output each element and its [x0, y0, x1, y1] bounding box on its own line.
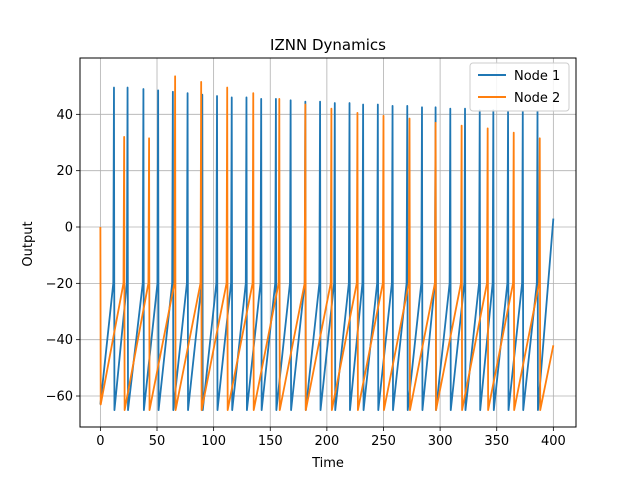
legend-label-node-1: Node 1 — [514, 69, 560, 84]
x-tick-label: 150 — [258, 434, 283, 449]
legend-label-node-2: Node 2 — [514, 91, 560, 106]
y-axis-ticks: −60 −40 −20 0 20 40 — [46, 108, 80, 405]
chart-title: IZNN Dynamics — [270, 36, 386, 54]
x-tick-label: 100 — [201, 434, 226, 449]
x-tick-label: 400 — [541, 434, 566, 449]
y-tick-label: 20 — [56, 164, 73, 179]
x-tick-label: 0 — [96, 434, 104, 449]
y-tick-label: −40 — [46, 333, 73, 348]
x-tick-label: 300 — [428, 434, 453, 449]
plot-frame — [79, 57, 577, 428]
y-tick-label: −60 — [46, 390, 73, 405]
x-tick-label: 200 — [314, 434, 339, 449]
y-axis-label: Output — [21, 221, 36, 266]
x-axis-label: Time — [311, 456, 344, 471]
x-tick-label: 250 — [371, 434, 396, 449]
x-tick-label: 50 — [149, 434, 166, 449]
y-tick-label: 40 — [56, 108, 73, 123]
series-lines — [99, 75, 555, 411]
y-tick-label: −20 — [46, 277, 73, 292]
x-axis-ticks: 0 50 100 150 200 250 300 350 400 — [96, 427, 566, 449]
x-tick-label: 350 — [484, 434, 509, 449]
series-line-node-2 — [99, 75, 555, 411]
y-tick-label: 0 — [65, 221, 73, 236]
legend: Node 1 Node 2 — [469, 62, 570, 112]
